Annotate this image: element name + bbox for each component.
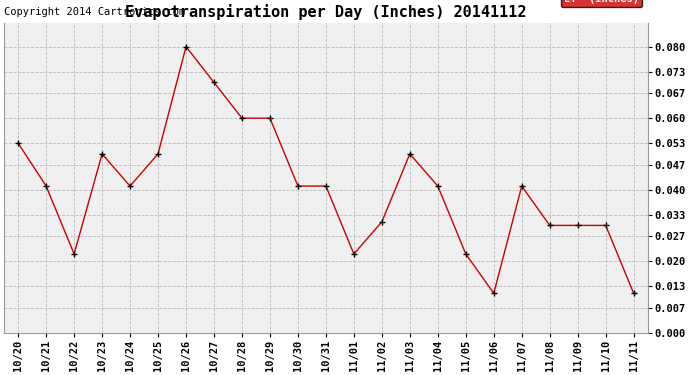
Title: Evapotranspiration per Day (Inches) 20141112: Evapotranspiration per Day (Inches) 2014… <box>125 4 526 20</box>
Legend: ET  (Inches): ET (Inches) <box>561 0 642 7</box>
Text: Copyright 2014 Cartronics.com: Copyright 2014 Cartronics.com <box>4 6 186 16</box>
